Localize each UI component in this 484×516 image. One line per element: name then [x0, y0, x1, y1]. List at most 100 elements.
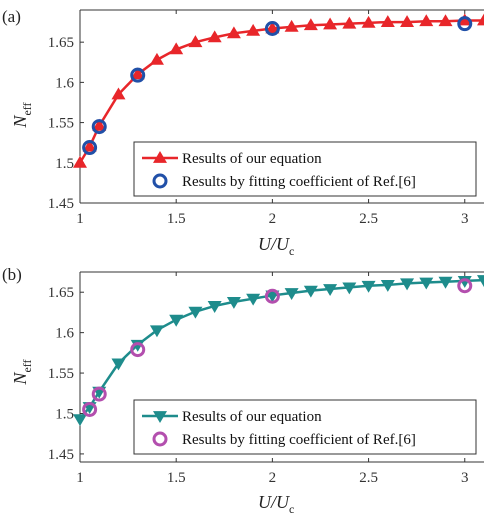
x-tick-label: 1 [76, 470, 84, 486]
data-point [284, 288, 299, 301]
y-tick-label: 1.5 [55, 156, 74, 172]
x-tick-label: 2 [269, 470, 277, 486]
data-point [207, 301, 222, 313]
panel-label: (a) [2, 7, 21, 26]
data-point [342, 282, 357, 295]
y-tick-label: 1.6 [55, 75, 74, 91]
legend-item: Results of our equation [142, 409, 322, 425]
data-point [82, 401, 98, 417]
data-point [457, 16, 473, 32]
data-point [477, 275, 484, 288]
data-point [207, 30, 222, 43]
plot-area [73, 275, 484, 427]
data-point [265, 290, 280, 303]
data-point [111, 87, 126, 100]
legend-box [133, 141, 477, 197]
data-point [246, 23, 261, 36]
data-point [303, 285, 318, 298]
data-point [438, 14, 453, 27]
data-point [149, 325, 164, 338]
y-tick-label: 1.5 [55, 406, 74, 422]
legend-label: Results of our equation [182, 151, 322, 167]
data-point [169, 314, 184, 327]
data-point [92, 118, 107, 131]
data-point [73, 155, 87, 168]
data-point [264, 288, 280, 304]
data-point [265, 21, 280, 34]
data-point [226, 26, 241, 39]
legend-item: Results of our equation [142, 151, 322, 167]
y-axis-label: Neff [10, 102, 34, 128]
data-point [342, 16, 357, 29]
legend-label: Results by fitting coefficient of Ref.[6… [182, 174, 416, 190]
data-point [303, 18, 318, 31]
data-point [188, 35, 203, 48]
data-point [323, 284, 338, 296]
series-line [78, 19, 484, 164]
data-point [226, 297, 241, 309]
x-tick-label: 3 [461, 211, 469, 227]
legend: Results of our equation Results by fittin… [133, 399, 477, 455]
data-point [419, 277, 434, 290]
data-point [457, 13, 472, 26]
data-point [284, 19, 299, 32]
legend-label: Results of our equation [182, 409, 322, 425]
data-point [130, 67, 145, 80]
y-tick-label: 1.55 [48, 366, 74, 382]
legend-box [133, 399, 477, 455]
data-point [149, 52, 164, 65]
y-tick-label: 1.65 [48, 35, 74, 51]
data-point [73, 414, 87, 427]
x-tick-label: 1.5 [167, 470, 186, 486]
data-point [380, 15, 395, 27]
data-point [419, 14, 434, 27]
data-point [91, 119, 107, 135]
series-fitting [82, 278, 473, 417]
data-point [246, 293, 261, 306]
legend-label: Results by fitting coefficient of Ref.[6… [182, 432, 416, 448]
data-point [457, 275, 472, 288]
data-point [457, 278, 473, 294]
legend-marker [152, 173, 168, 189]
data-point [477, 13, 484, 26]
data-point [82, 139, 97, 152]
data-point [400, 278, 415, 291]
data-point [130, 67, 146, 83]
series-equation [73, 13, 484, 168]
x-tick-label: 2.5 [359, 470, 378, 486]
panel-a: (a) 1 1.5 2 2.5 3 1.45 1.5 1.55 1.6 1.65 Neff U/Uc Re… [2, 7, 484, 258]
data-point [264, 20, 280, 36]
x-tick-label: 2.5 [359, 211, 378, 227]
x-tick-label: 1 [76, 211, 84, 227]
x-tick-label: 3 [461, 470, 469, 486]
data-point [188, 306, 203, 319]
legend-item: Results by fitting coefficient of Ref.[6… [152, 431, 416, 448]
legend-marker [153, 411, 167, 423]
plot-area [73, 13, 484, 168]
x-tick-label: 1.5 [167, 211, 186, 227]
panel-label: (b) [2, 265, 22, 284]
data-point [130, 339, 145, 352]
data-point [130, 342, 146, 358]
y-tick-label: 1.55 [48, 116, 74, 132]
y-tick-label: 1.65 [48, 285, 74, 301]
data-point [91, 386, 107, 402]
x-tick-label: 2 [269, 211, 277, 227]
data-point [169, 42, 184, 55]
legend-marker [153, 151, 167, 163]
x-axis-label: U/Uc [258, 234, 294, 258]
data-point [82, 140, 98, 156]
y-tick-label: 1.45 [48, 196, 74, 212]
data-point [111, 358, 126, 371]
data-point [438, 276, 453, 289]
panel-b: (b) 1 1.5 2 2.5 3 1.45 1.5 1.55 1.6 1.65 Neff U/Uc Re… [2, 265, 484, 516]
y-tick-label: 1.6 [55, 326, 74, 342]
legend-item: Results by fitting coefficient of Ref.[6… [152, 173, 416, 190]
data-point [361, 15, 376, 28]
y-tick-label: 1.45 [48, 447, 74, 463]
x-axis-label: U/Uc [258, 492, 294, 516]
data-point [400, 15, 415, 27]
legend: Results of our equation Results by fittin… [133, 141, 477, 197]
data-point [323, 17, 338, 30]
